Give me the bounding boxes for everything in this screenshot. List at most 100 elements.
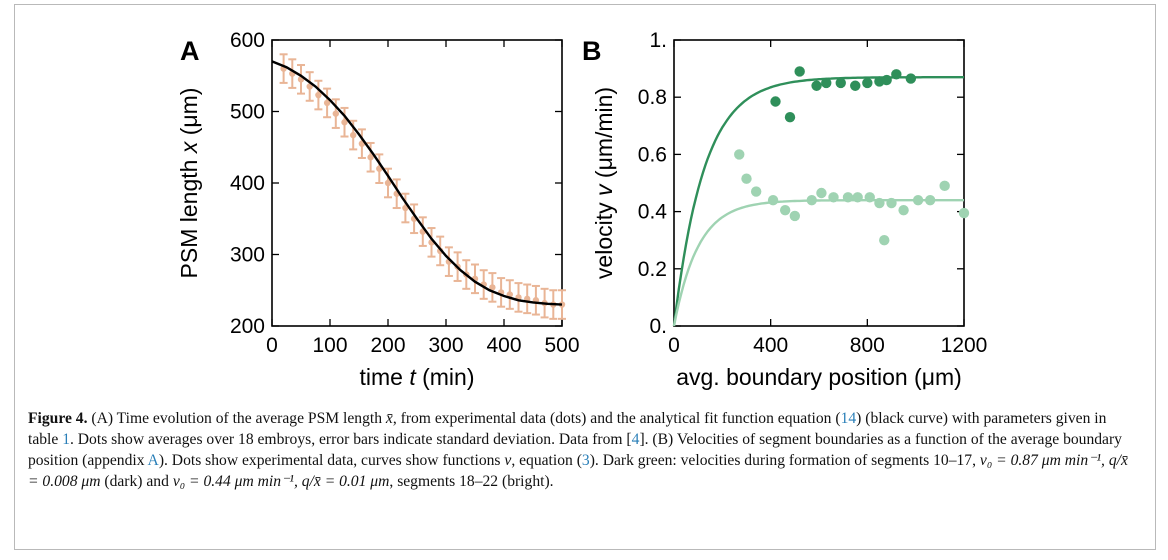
series-bright (672, 149, 970, 327)
mean-dot (384, 179, 392, 187)
data-point (891, 69, 902, 80)
data-point (806, 194, 817, 206)
data-point (366, 141, 375, 173)
x-tick-label: 800 (850, 334, 885, 357)
mean-dot (315, 91, 322, 99)
plot-frame (673, 39, 965, 327)
data-point (531, 284, 540, 316)
data-point (305, 71, 314, 102)
caption-ref-table1[interactable]: 1 (62, 431, 70, 448)
y-tick-label: 0.4 (638, 201, 668, 224)
mean-dot (367, 154, 374, 161)
data-point (912, 194, 924, 206)
caption-text-2: , from experimental data (dots) and the … (392, 410, 841, 427)
figure-caption: Figure 4. (A) Time evolution of the aver… (28, 408, 1138, 492)
data-point (784, 112, 796, 123)
data-point (779, 204, 791, 216)
data-point (741, 173, 752, 184)
caption-text-5: ]. (B) Velocities of segment boundaries … (28, 431, 1122, 469)
caption-ref-eq3[interactable]: 3 (581, 452, 590, 469)
data-point (828, 192, 839, 203)
data-point (879, 235, 890, 246)
y-tick-label: 500 (230, 101, 265, 124)
x-tick-label: 500 (544, 334, 579, 357)
data-point (874, 197, 885, 209)
figure-frame (14, 4, 1156, 550)
y-tick-label: 1. (649, 29, 667, 52)
y-tick-label: 600 (230, 29, 265, 52)
y-tick-label: 0.6 (638, 143, 667, 166)
caption-ref-eq14[interactable]: 14 (840, 410, 857, 427)
data-point (924, 194, 936, 206)
data-point (750, 186, 762, 197)
data-point (939, 180, 950, 192)
data-point (488, 272, 497, 303)
x-tick-label: 0 (266, 334, 278, 357)
caption-label: Figure 4. (28, 410, 88, 427)
x-tick-label: 300 (428, 334, 463, 357)
caption-text-9: (dark) and (100, 473, 173, 490)
data-point (794, 66, 805, 77)
data-point (505, 279, 514, 310)
data-point (340, 106, 349, 138)
data-point (384, 167, 392, 199)
x-tick-label: 1200 (941, 334, 988, 357)
data-point (886, 197, 897, 209)
x-tick-label: 100 (312, 334, 347, 357)
caption-text-10: , segments 18–22 (bright). (389, 473, 554, 490)
caption-text-6: ). Dots show experimental data, curves s… (158, 452, 505, 469)
data-point (279, 53, 288, 84)
data-point (331, 98, 340, 129)
data-point (864, 192, 875, 203)
caption-math-params-bright: v₀ = 0.44 μm min⁻¹, q/x̄ = 0.01 μm (172, 473, 390, 490)
x-tick-label: 0 (668, 334, 680, 357)
caption-text-7: , equation ( (511, 452, 582, 469)
caption-text-1: (A) Time evolution of the average PSM le… (87, 410, 386, 427)
panel-label: B (582, 36, 602, 66)
data-point (821, 77, 832, 89)
data-point (497, 277, 506, 308)
panel-label: A (180, 36, 200, 66)
data-point (734, 149, 745, 160)
caption-text-8: ). Dark green: velocities during formati… (589, 452, 980, 469)
caption-math-v: v (504, 452, 512, 469)
data-point (357, 128, 366, 159)
caption-ref-4[interactable]: 4 (631, 431, 640, 448)
caption-text-3: ) (black curve) with parameters given in… (28, 410, 1107, 448)
mean-dot (350, 131, 357, 139)
data-point (323, 87, 332, 119)
x-tick-label: 400 (753, 334, 788, 357)
caption-math-params-dark: v₀ = 0.87 μm min⁻¹, q/x̄ = 0.008 μm (28, 452, 1128, 490)
series-dark (672, 66, 964, 327)
y-tick-label: 400 (230, 172, 265, 195)
y-tick-label: 0.8 (638, 86, 667, 109)
data-point (905, 73, 917, 84)
data-point (767, 194, 779, 206)
data-point (842, 192, 854, 203)
data-point (835, 77, 846, 89)
data-point (816, 187, 827, 199)
caption-ref-appendixA[interactable]: A (147, 452, 159, 469)
data-point (789, 210, 801, 222)
caption-text-4: . Dots show averages over 18 embroys, er… (70, 431, 632, 448)
y-tick-label: 300 (230, 244, 265, 267)
data-point (514, 282, 523, 313)
data-point (852, 192, 863, 203)
data-point (770, 96, 781, 107)
data-point (314, 79, 323, 111)
data-point (523, 283, 532, 315)
data-point (288, 58, 297, 89)
y-tick-label: 200 (230, 315, 265, 338)
fit-curve (271, 60, 563, 306)
data-point (898, 204, 909, 216)
mean-dot (323, 99, 331, 107)
model-curve (672, 199, 964, 327)
data-point (862, 77, 873, 89)
caption-math-xbar: x̄ (385, 410, 393, 427)
x-tick-label: 200 (370, 334, 405, 357)
x-tick-label: 400 (486, 334, 521, 357)
y-tick-label: 0.2 (638, 258, 667, 281)
